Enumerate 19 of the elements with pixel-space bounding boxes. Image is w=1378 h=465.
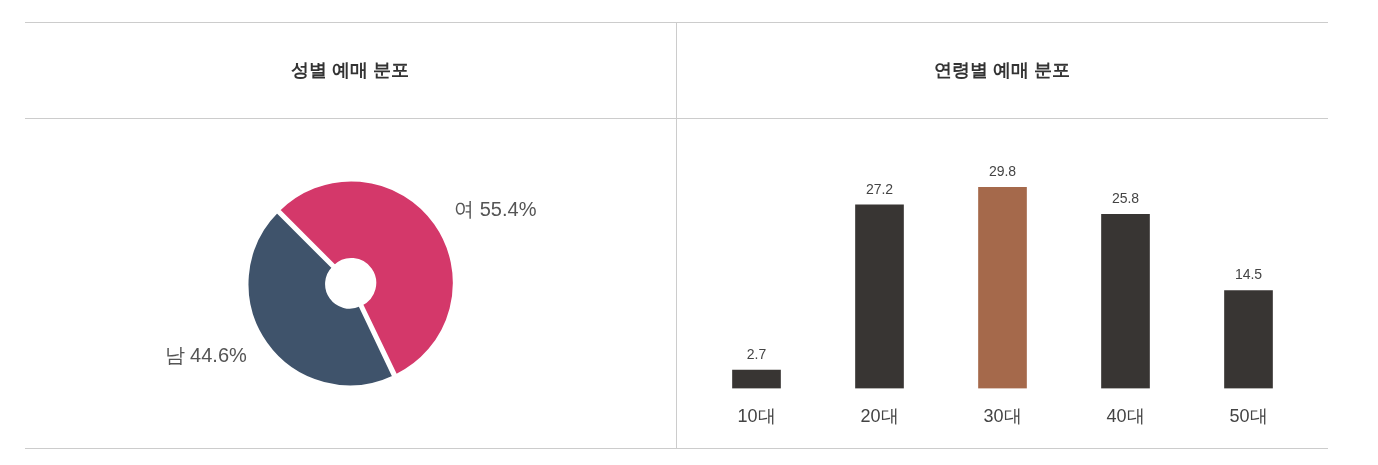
x-tick-label: 50대 xyxy=(1229,406,1268,427)
x-tick-label: 20대 xyxy=(860,406,899,427)
slice-label: 남 44.6% xyxy=(164,344,248,367)
chart-title: 연령별 예매 분포 xyxy=(677,23,1328,119)
bar xyxy=(855,204,904,389)
bar xyxy=(1101,213,1150,389)
chart-title: 성별 예매 분포 xyxy=(25,23,676,119)
data-label: 27.2 xyxy=(865,180,894,197)
data-label: 29.8 xyxy=(988,163,1017,180)
x-tick-label: 30대 xyxy=(983,406,1022,427)
x-tick-label: 10대 xyxy=(737,406,776,427)
bar xyxy=(1224,290,1273,389)
x-tick-label: 40대 xyxy=(1106,406,1145,427)
bar xyxy=(732,369,781,389)
data-label: 25.8 xyxy=(1111,190,1140,207)
data-label: 2.7 xyxy=(746,346,767,363)
bar xyxy=(978,186,1027,389)
slice-label: 여 55.4% xyxy=(454,197,537,220)
data-label: 14.5 xyxy=(1234,266,1263,283)
